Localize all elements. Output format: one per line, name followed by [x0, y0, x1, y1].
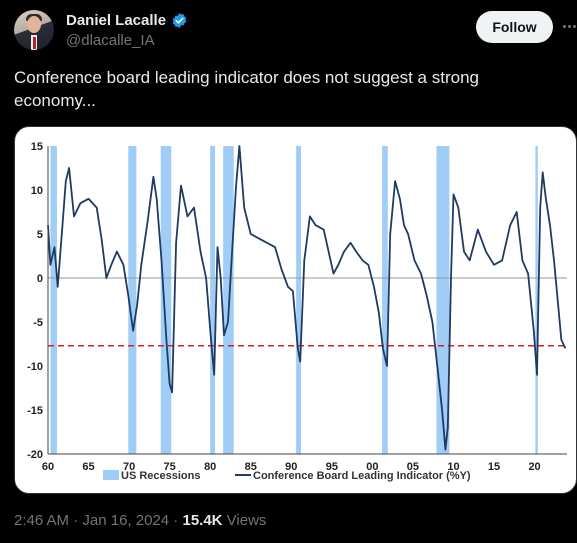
views-label: Views [222, 512, 267, 529]
x-tick-label: 85 [245, 461, 257, 473]
legend-recession-swatch [103, 470, 119, 480]
y-tick-label: -5 [33, 317, 43, 329]
recession-bar [535, 146, 538, 454]
x-tick-label: 65 [82, 461, 94, 473]
follow-button[interactable]: Follow [476, 11, 553, 43]
y-tick-label: 10 [31, 185, 43, 197]
more-options-icon[interactable] [561, 16, 577, 36]
x-tick-label: 10 [447, 461, 459, 473]
tweet-time[interactable]: 2:46 AM [14, 512, 70, 529]
avatar-tie [33, 37, 36, 49]
avatar[interactable] [14, 10, 54, 50]
x-tick-label: 05 [407, 461, 419, 473]
recession-bar [382, 146, 388, 454]
tweet-date[interactable]: Jan 16, 2024 [82, 512, 170, 529]
recession-bar [210, 146, 216, 454]
y-tick-label: -20 [27, 449, 43, 461]
y-tick-label: -10 [27, 361, 43, 373]
x-tick-label: 95 [326, 461, 338, 473]
y-tick-label: 15 [31, 141, 43, 153]
x-tick-label: 15 [488, 461, 500, 473]
legend-line-label: Conference Board Leading Indicator (%Y) [253, 470, 471, 482]
recession-bar [160, 146, 172, 454]
tweet-text: Conference board leading indicator does … [14, 68, 479, 110]
x-tick-label: 90 [285, 461, 297, 473]
recession-bar [128, 146, 137, 454]
verified-badge-icon [172, 13, 187, 28]
x-tick-label: 80 [204, 461, 216, 473]
y-tick-label: 5 [37, 229, 43, 241]
x-tick-label: 60 [42, 461, 54, 473]
views-count: 15.4K [182, 512, 223, 529]
recession-bar [436, 146, 450, 454]
y-tick-label: 0 [37, 273, 43, 285]
x-tick-label: 20 [528, 461, 540, 473]
x-tick-label: 70 [123, 461, 135, 473]
recession-bar [50, 146, 57, 454]
meta-separator: · [69, 512, 83, 529]
recession-bar [296, 146, 302, 454]
y-tick-label: -15 [27, 405, 43, 417]
tweet-meta: 2:46 AM · Jan 16, 2024 · 15.4K Views [14, 512, 266, 529]
author-handle[interactable]: @dlacalle_IA [66, 32, 155, 49]
x-tick-label: 00 [366, 461, 378, 473]
meta-separator: · [169, 512, 183, 529]
avatar-face [27, 16, 41, 33]
author-name[interactable]: Daniel Lacalle [66, 12, 167, 29]
leading-indicator-line [47, 145, 567, 451]
x-tick-label: 75 [164, 461, 176, 473]
legend-recessions-label: US Recessions [121, 470, 200, 482]
chart-image[interactable]: 15 10 5 0 -5 -10 -15 -20 60 65 70 75 80 85 90 95 00 05 10 1… [14, 126, 577, 494]
